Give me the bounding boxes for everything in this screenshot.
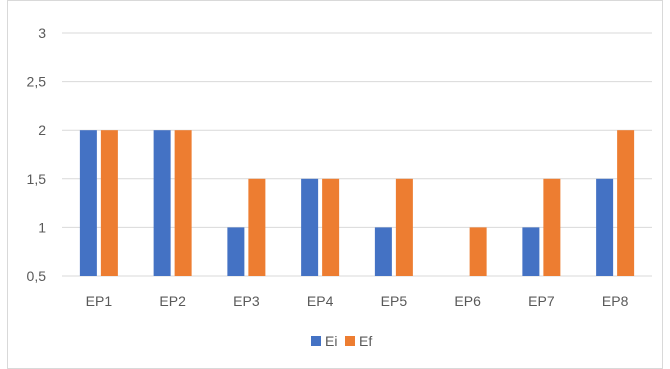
bar-ef-ep3 [248, 178, 266, 276]
bar-ei-ep7 [522, 227, 540, 276]
x-tick-label: EP1 [86, 293, 113, 309]
legend-swatch-ei [311, 336, 321, 346]
bar-ei-ep8 [596, 178, 614, 276]
y-tick-label: 0,5 [27, 268, 47, 284]
bar-ef-ep4 [322, 178, 340, 276]
legend-label-ef: Ef [359, 333, 372, 349]
x-tick-label: EP2 [159, 293, 186, 309]
bar-ei-ep4 [301, 178, 319, 276]
bar-ef-ep7 [543, 178, 561, 276]
y-tick-label: 1,5 [27, 171, 47, 187]
bar-ef-ep1 [100, 130, 118, 276]
y-axis-ticks: 0,5 1 1,5 2 2,5 3 [27, 25, 47, 284]
x-tick-label: EP8 [602, 293, 629, 309]
y-tick-label: 1 [38, 219, 46, 235]
x-tick-label: EP4 [307, 293, 334, 309]
bar-ei-ep2 [153, 130, 171, 276]
x-axis-ticks: EP1 EP2 EP3 EP4 EP5 EP6 EP7 EP8 [86, 293, 629, 309]
gridlines [62, 32, 652, 277]
y-tick-label: 3 [38, 25, 46, 41]
legend-label-ei: Ei [325, 333, 337, 349]
bar-ei-ep5 [374, 227, 392, 276]
bar-ef-ep8 [617, 130, 635, 276]
bar-ef-ep2 [174, 130, 192, 276]
x-tick-label: EP3 [233, 293, 260, 309]
bar-ef-ep6 [469, 227, 487, 276]
x-tick-label: EP7 [528, 293, 555, 309]
x-tick-label: EP6 [454, 293, 481, 309]
legend-swatch-ef [345, 336, 355, 346]
y-tick-label: 2 [38, 122, 46, 138]
x-tick-label: EP5 [381, 293, 408, 309]
bar-ei-ep1 [79, 130, 97, 276]
y-tick-label: 2,5 [27, 74, 47, 90]
bars [79, 130, 635, 276]
legend: Ei Ef [311, 333, 372, 349]
bar-ei-ep3 [227, 227, 245, 276]
bar-ef-ep5 [395, 178, 413, 276]
